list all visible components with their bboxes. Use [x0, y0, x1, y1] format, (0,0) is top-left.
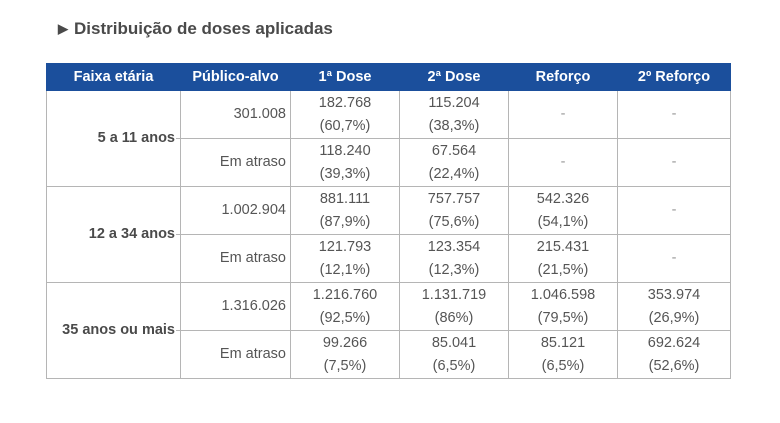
- dose-count: 99.266: [322, 334, 368, 351]
- publico-alvo-cell: Em atraso: [180, 330, 291, 379]
- dose-percent: (79,5%): [537, 309, 589, 326]
- reforco-cell: 215.431 (21,5%): [508, 234, 618, 283]
- reforco-cell: 85.121 (6,5%): [508, 330, 618, 379]
- reforco-cell: -: [508, 138, 618, 187]
- dose-percent: (38,3%): [428, 117, 480, 134]
- dose-percent: (21,5%): [537, 261, 589, 278]
- 2a-dose-cell: 757.757 (75,6%): [399, 186, 509, 235]
- dose-percent: (39,3%): [319, 165, 371, 182]
- 2a-dose-cell: 123.354 (12,3%): [399, 234, 509, 283]
- dose-percent: (54,1%): [537, 213, 589, 230]
- dose-count: 1.216.760: [312, 286, 378, 303]
- dose-percent: (6,5%): [541, 357, 585, 374]
- dose-percent: (12,3%): [428, 261, 480, 278]
- 2o-reforco-cell: -: [617, 186, 731, 235]
- reforco-cell: 1.046.598 (79,5%): [508, 282, 618, 331]
- dose-count: 1.131.719: [421, 286, 487, 303]
- empty-dash: -: [671, 250, 677, 266]
- 1a-dose-cell: 1.216.760 (92,5%): [290, 282, 400, 331]
- dose-count: 692.624: [647, 334, 701, 351]
- row-divider: [176, 234, 180, 235]
- 2a-dose-cell: 1.131.719 (86%): [399, 282, 509, 331]
- dose-count: 121.793: [318, 238, 372, 255]
- dose-count: 67.564: [431, 142, 477, 159]
- age-group-cell: 12 a 34 anos: [46, 186, 181, 283]
- dose-count: 182.768: [318, 94, 372, 111]
- empty-dash: -: [560, 106, 566, 122]
- dose-percent: (12,1%): [319, 261, 371, 278]
- age-group-cell: 35 anos ou mais: [46, 282, 181, 379]
- dose-count: 542.326: [536, 190, 590, 207]
- 2a-dose-cell: 85.041 (6,5%): [399, 330, 509, 379]
- 1a-dose-cell: 182.768 (60,7%): [290, 90, 400, 139]
- age-group-label: 35 anos ou mais: [62, 322, 175, 338]
- publico-alvo-cell: Em atraso: [180, 234, 291, 283]
- dose-percent: (26,9%): [648, 309, 700, 326]
- header-reforco: Reforço: [508, 63, 618, 91]
- 2a-dose-cell: 115.204 (38,3%): [399, 90, 509, 139]
- empty-dash: -: [671, 202, 677, 218]
- dose-count: 881.111: [319, 190, 371, 207]
- empty-dash: -: [560, 154, 566, 170]
- table-row: Em atraso 121.793 (12,1%) 123.354 (12,3%) 215…: [47, 234, 731, 283]
- dose-percent: (7,5%): [323, 357, 367, 374]
- age-group-label: 12 a 34 anos: [88, 226, 175, 242]
- dose-percent: (52,6%): [648, 357, 700, 374]
- header-2o-reforco: 2º Reforço: [617, 63, 731, 91]
- 2o-reforco-cell: 353.974 (26,9%): [617, 282, 731, 331]
- dose-count: 85.041: [431, 334, 477, 351]
- dose-percent: (86%): [434, 309, 474, 326]
- header-publico-alvo: Público-alvo: [180, 63, 291, 91]
- table-row: 35 anos ou mais 1.316.026 1.216.760 (92,5%)…: [46, 282, 731, 379]
- publico-alvo-cell: 301.008: [180, 90, 291, 139]
- 2o-reforco-cell: -: [617, 234, 731, 283]
- dose-count: 1.046.598: [530, 286, 596, 303]
- 1a-dose-cell: 99.266 (7,5%): [290, 330, 400, 379]
- dose-count: 123.354: [427, 238, 481, 255]
- dose-percent: (6,5%): [432, 357, 476, 374]
- dose-percent: (75,6%): [428, 213, 480, 230]
- 2o-reforco-cell: 692.624 (52,6%): [617, 330, 731, 379]
- reforco-cell: 542.326 (54,1%): [508, 186, 618, 235]
- dose-percent: (22,4%): [428, 165, 480, 182]
- section-title-text: Distribuição de doses aplicadas: [74, 19, 333, 38]
- header-1a-dose: 1ª Dose: [290, 63, 400, 91]
- header-2a-dose: 2ª Dose: [399, 63, 509, 91]
- age-group-cell: 5 a 11 anos: [46, 90, 181, 187]
- age-group-label: 5 a 11 anos: [97, 130, 175, 146]
- section-title: ▶ Distribuição de doses aplicadas: [58, 19, 333, 39]
- table-row: Em atraso 118.240 (39,3%) 67.564 (22,4%) - -: [47, 138, 731, 187]
- triangle-right-icon: ▶: [58, 21, 68, 36]
- dose-count: 118.240: [319, 142, 371, 159]
- 1a-dose-cell: 881.111 (87,9%): [290, 186, 400, 235]
- publico-alvo-cell: 1.316.026: [180, 282, 291, 331]
- dose-count: 757.757: [427, 190, 481, 207]
- dose-percent: (92,5%): [319, 309, 371, 326]
- 1a-dose-cell: 118.240 (39,3%): [290, 138, 400, 187]
- dose-percent: (60,7%): [319, 117, 371, 134]
- reforco-cell: -: [508, 90, 618, 139]
- table-row: Em atraso 99.266 (7,5%) 85.041 (6,5%) 85.121 (…: [47, 330, 731, 379]
- table-row: 12 a 34 anos 1.002.904 881.111 (87,9%) 757.7…: [46, 186, 731, 283]
- 2a-dose-cell: 67.564 (22,4%): [399, 138, 509, 187]
- header-faixa-etaria: Faixa etária: [46, 63, 181, 91]
- 1a-dose-cell: 121.793 (12,1%): [290, 234, 400, 283]
- row-divider: [176, 330, 180, 331]
- dose-count: 353.974: [647, 286, 701, 303]
- dose-count: 85.121: [540, 334, 586, 351]
- empty-dash: -: [671, 154, 677, 170]
- row-divider: [176, 138, 180, 139]
- empty-dash: -: [671, 106, 677, 122]
- 2o-reforco-cell: -: [617, 138, 731, 187]
- table-row: 5 a 11 anos 301.008 182.768 (60,7%) 115.204 (…: [46, 90, 731, 187]
- header-row: Faixa etária Público-alvo 1ª Dose 2ª Dos…: [46, 63, 731, 91]
- publico-alvo-cell: 1.002.904: [180, 186, 291, 235]
- dose-count: 215.431: [536, 238, 590, 255]
- dose-percent: (87,9%): [319, 213, 371, 230]
- doses-table: Faixa etária Público-alvo 1ª Dose 2ª Dos…: [46, 63, 731, 379]
- 2o-reforco-cell: -: [617, 90, 731, 139]
- publico-alvo-cell: Em atraso: [180, 138, 291, 187]
- dose-count: 115.204: [428, 94, 480, 111]
